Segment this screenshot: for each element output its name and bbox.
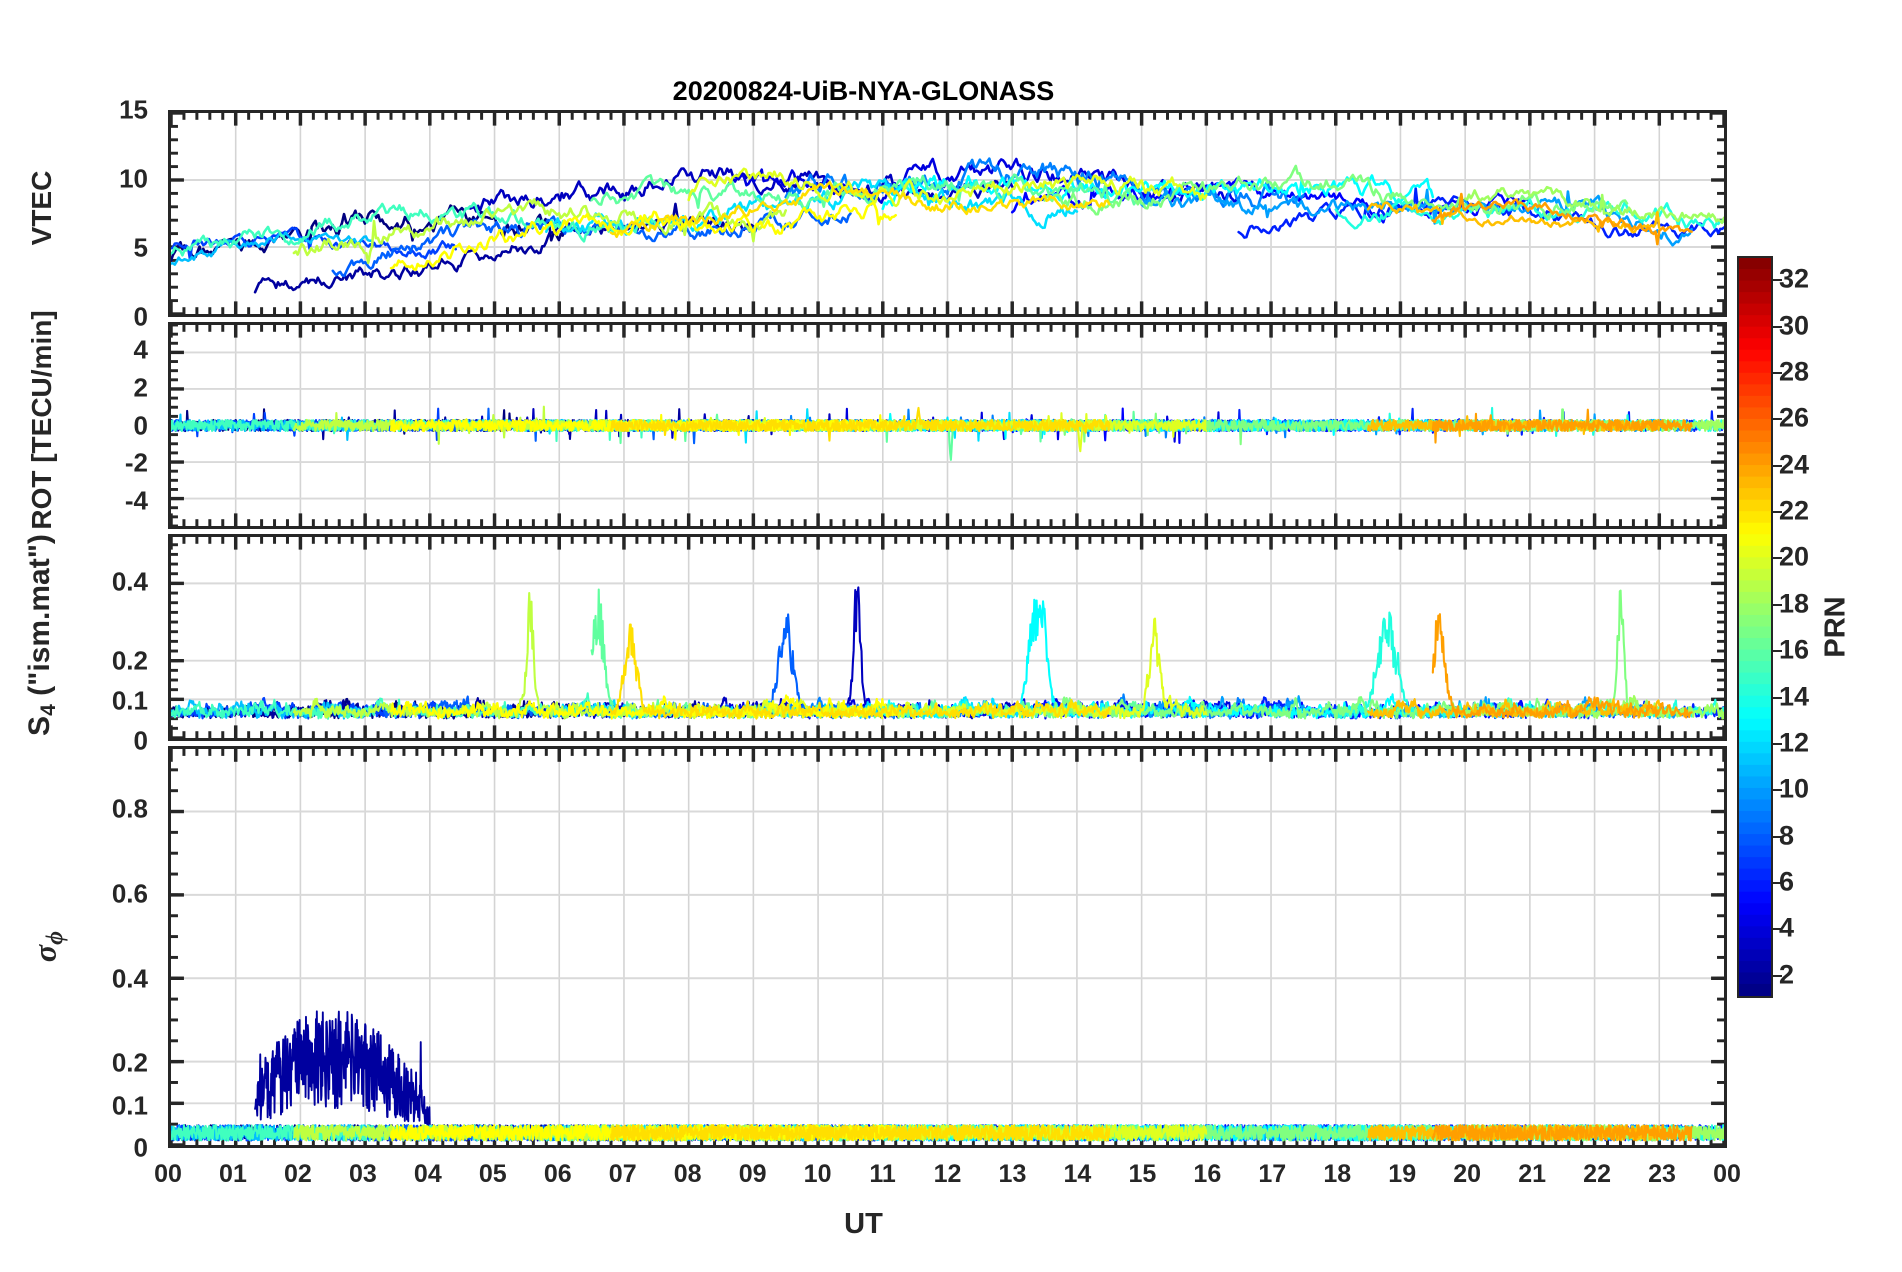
x-tick-label: 23 [1648,1160,1676,1188]
colorbar-tick-label: 8 [1779,820,1795,851]
colorbar-tick-mark [1773,603,1782,606]
y-tick-label: 0.4 [111,566,148,597]
y-tick-label: -2 [124,447,148,478]
x-tick-label: 21 [1518,1160,1547,1188]
y-tick-label: 0.6 [111,878,148,909]
y-tick-label: 0 [133,301,148,332]
colorbar-tick-mark [1773,418,1782,421]
x-tick-label: 09 [738,1160,767,1188]
panel-s4 [168,534,1727,741]
x-tick-label: 17 [1258,1160,1287,1188]
y-tick-label: 0 [133,410,148,440]
x-tick-label: 02 [284,1160,312,1188]
colorbar-tick-label: 32 [1779,263,1810,294]
colorbar-tick-label: 12 [1779,727,1810,758]
x-tick-label: 01 [219,1160,247,1188]
colorbar-tick-label: 26 [1779,402,1810,433]
colorbar-tick-mark [1773,650,1782,653]
y-tick-label: 0.8 [111,793,148,824]
colorbar-tick-label: 28 [1779,356,1810,387]
y-tick-label: 0 [133,725,148,756]
x-tick-label: 15 [1128,1160,1157,1188]
colorbar-tick-mark [1773,464,1782,467]
panel-vtec [168,110,1727,317]
colorbar-tick-label: 4 [1779,912,1795,943]
axis-label-ut: UT [844,1208,883,1240]
colorbar-tick-mark [1773,696,1782,699]
colorbar-tick-label: 18 [1779,588,1810,619]
colorbar-tick-label: 2 [1779,959,1795,990]
colorbar-tick-mark [1773,279,1782,282]
y-tick-label: 15 [119,94,148,125]
x-tick-label: 16 [1193,1160,1222,1188]
y-tick-label: 10 [119,163,148,194]
colorbar-tick-mark [1773,974,1782,977]
colorbar-tick-mark [1773,511,1782,514]
colorbar-tick-mark [1773,325,1782,328]
y-tick-label: 0.2 [111,645,148,676]
colorbar-tick-mark [1773,557,1782,560]
x-tick-label: 08 [673,1160,702,1188]
x-tick-label: 03 [348,1160,377,1188]
x-tick-label: 06 [543,1160,572,1188]
x-tick-label: 18 [1323,1160,1352,1188]
colorbar-tick-mark [1773,371,1782,374]
y-tick-label: 0.2 [111,1047,148,1078]
y-tick-label: 4 [133,334,148,365]
figure-title: 20200824-UiB-NYA-GLONASS [672,76,1055,106]
x-tick-label: 22 [1583,1160,1611,1188]
colorbar-tick-mark [1773,882,1782,885]
colorbar-tick-label: 14 [1779,681,1810,712]
y-tick-label: 0 [133,1132,148,1163]
colorbar-tick-mark [1773,835,1782,838]
colorbar-label: PRN [1819,596,1852,658]
x-tick-label: 10 [803,1160,832,1188]
y-tick-label: 0.1 [111,1090,148,1121]
colorbar-tick-label: 6 [1779,866,1795,897]
colorbar-tick-label: 20 [1779,541,1810,572]
colorbar-tick-label: 22 [1779,495,1810,526]
colorbar-tick-mark [1773,742,1782,745]
colorbar[interactable] [1737,256,1773,998]
colorbar-tick-label: 10 [1779,773,1810,804]
x-tick-label: 11 [869,1160,896,1188]
panel-sigma-phi [168,746,1727,1148]
axis-label-vtec: VTEC [26,170,57,245]
x-tick-label: 12 [933,1160,962,1188]
y-tick-label: -4 [124,485,148,516]
x-tick-label: 13 [998,1160,1027,1188]
y-tick-label: 0.1 [111,685,148,716]
x-tick-label: 14 [1063,1160,1092,1188]
x-tick-label: 00 [1713,1160,1741,1188]
x-tick-label: 19 [1388,1160,1417,1188]
y-tick-label: 0.4 [111,963,148,994]
x-tick-label: 05 [478,1160,507,1188]
x-tick-label: 04 [413,1160,442,1188]
x-tick-label: 20 [1453,1160,1482,1188]
colorbar-tick-label: 24 [1779,449,1810,480]
panel-rot [168,322,1727,529]
y-tick-label: 2 [133,372,148,403]
colorbar-tick-mark [1773,928,1782,931]
x-tick-label: 07 [608,1160,637,1188]
colorbar-tick-label: 16 [1779,634,1810,665]
colorbar-tick-label: 30 [1779,310,1810,341]
colorbar-tick-mark [1773,789,1782,792]
y-tick-label: 5 [133,232,148,263]
x-tick-label: 00 [154,1160,182,1188]
